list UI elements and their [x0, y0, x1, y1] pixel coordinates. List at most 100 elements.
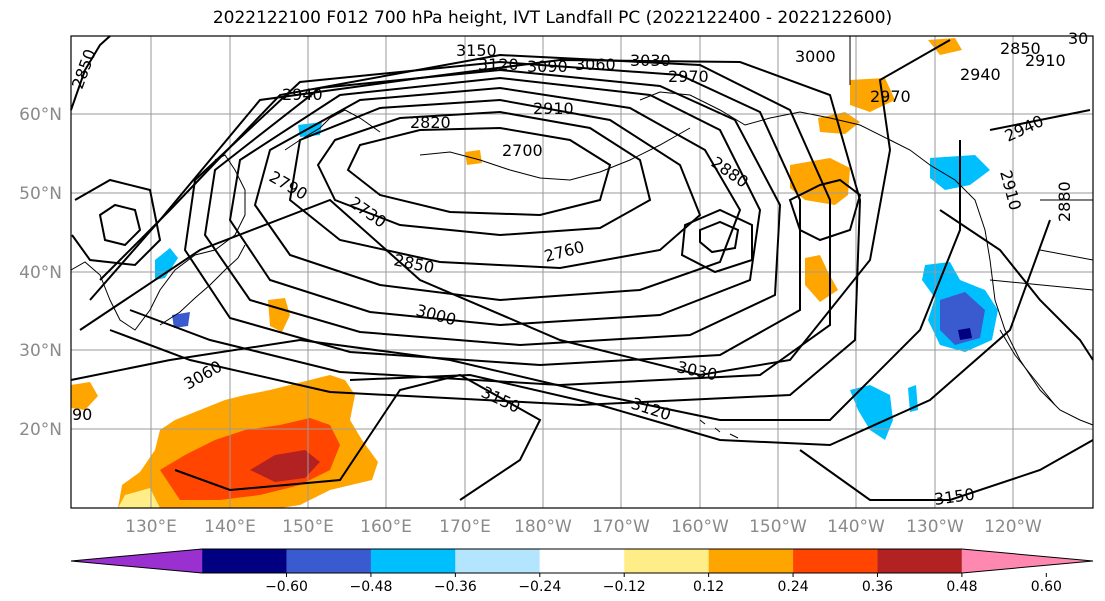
lon-label: 170°E — [439, 517, 491, 537]
lat-label: 20°N — [19, 420, 62, 440]
contour-2820 — [228, 76, 762, 327]
contour-3150 — [174, 373, 1094, 501]
contour-2850 — [203, 68, 782, 347]
colorbar-segment — [624, 549, 709, 573]
lon-label: 140°E — [204, 517, 256, 537]
north-america-interior — [849, 36, 1094, 291]
contour-low-east-outer — [680, 208, 753, 274]
positive-anomaly-max — [250, 450, 320, 482]
lat-label: 30°N — [19, 341, 62, 361]
hawaii-islands — [699, 419, 739, 439]
contour-label: 2940 — [282, 85, 323, 104]
contour-label: 90 — [72, 405, 92, 424]
contour-2730 — [316, 110, 652, 237]
lon-label: 150°E — [282, 517, 334, 537]
contour-label: 3060 — [575, 55, 616, 74]
lon-label: 140°W — [827, 517, 885, 537]
contour-label: 2700 — [502, 141, 543, 160]
positive-anomaly-core — [160, 418, 340, 500]
colorbar-segment — [202, 549, 287, 573]
lon-label: 160°E — [360, 517, 412, 537]
contour-label: 3120 — [478, 55, 519, 74]
aleutian-islands — [419, 127, 691, 181]
baja-coastline — [999, 329, 1056, 406]
contour-label: 2910 — [533, 99, 574, 118]
longitude-labels: 130°E 140°E 150°E 160°E 170°E 180°W 170°… — [125, 517, 1042, 537]
colorbar-segment — [708, 549, 794, 573]
colorbar-tick-label: −0.12 — [603, 579, 646, 595]
contour-2790 — [253, 86, 742, 302]
contour-nw-2850 — [70, 35, 111, 111]
map-frame — [70, 35, 1094, 509]
colorbar-tick-label: 0.48 — [946, 579, 977, 595]
positive-anomaly-region — [928, 38, 962, 55]
colorbar-segment — [71, 549, 203, 573]
contour-2760 — [288, 98, 702, 270]
colorbar-segment — [286, 549, 371, 573]
colorbar-tick-label: −0.48 — [349, 579, 392, 595]
contour-label: 30 — [1068, 29, 1088, 48]
colorbar-tick-label: 0.24 — [777, 579, 808, 595]
positive-anomaly-fringe — [118, 488, 160, 508]
negative-anomaly-max — [958, 328, 972, 340]
contour-label: 2880 — [1055, 181, 1074, 222]
colorbar-outline — [70, 548, 1094, 574]
colorbar-tick-label: −0.60 — [265, 579, 308, 595]
asia-coastline — [70, 154, 246, 331]
contour-low-east — [699, 220, 740, 254]
negative-anomaly-core — [940, 292, 985, 345]
contour-3000 — [79, 39, 951, 377]
lon-label: 150°W — [749, 517, 807, 537]
colorbar-segment — [455, 549, 540, 573]
height-contours — [70, 35, 1094, 501]
contour-label: 2820 — [410, 113, 451, 132]
map-title: 2022122100 F012 700 hPa height, IVT Land… — [212, 8, 893, 28]
contour-label: 2910 — [1025, 51, 1066, 70]
contour-2880 — [183, 60, 801, 367]
colorbar: −0.60 −0.48 −0.36 −0.24 −0.12 0.12 0.24 0.36 0.4… — [70, 548, 1094, 595]
colorbar-tick-label: 0.36 — [862, 579, 893, 595]
contour-label: 2970 — [870, 87, 911, 106]
negative-anomaly-region — [850, 385, 893, 440]
colorbar-tick-label: 0.12 — [693, 579, 724, 595]
positive-anomaly-region — [71, 382, 98, 410]
japan-coastline — [159, 244, 246, 326]
colorbar-segment — [793, 549, 878, 573]
contour-label: 3000 — [795, 47, 836, 66]
lat-label: 50°N — [19, 184, 62, 204]
contour-2910 — [99, 53, 831, 387]
contour-2940 — [89, 58, 862, 407]
colorbar-segment — [961, 549, 1093, 573]
contour-label: 2850 — [1000, 39, 1041, 58]
contour-label: 3150 — [456, 41, 497, 60]
colorbar-tick-label: −0.36 — [434, 579, 477, 595]
colorbar-segment — [539, 549, 625, 573]
lat-label: 40°N — [19, 263, 62, 283]
lon-label: 130°W — [906, 517, 964, 537]
positive-anomaly-region — [465, 150, 482, 165]
contour-label: 3090 — [527, 57, 568, 76]
contour-west-low-outer — [71, 178, 162, 267]
contour-label: 2970 — [668, 67, 709, 86]
contour-2700 — [346, 126, 612, 217]
colorbar-segment — [370, 549, 456, 573]
negative-anomaly-region — [172, 312, 190, 328]
contour-pnw — [989, 109, 1091, 131]
lon-label: 160°W — [671, 517, 729, 537]
contour-label: 3030 — [630, 51, 671, 70]
contour-ridge — [939, 209, 1094, 361]
latitude-labels: 60°N 50°N 40°N 30°N 20°N — [19, 105, 62, 440]
lon-label: 180°W — [514, 517, 572, 537]
colorbar-tick-label: 0.60 — [1031, 579, 1062, 595]
contour-label: 2940 — [960, 65, 1001, 84]
contour-3120 — [349, 219, 1051, 447]
contour-gulf — [788, 178, 862, 242]
contour-west-low — [98, 203, 142, 247]
ivt-shading — [71, 38, 998, 508]
lon-label: 130°E — [125, 517, 177, 537]
lon-label: 120°W — [984, 517, 1042, 537]
negative-anomaly-region — [908, 385, 918, 412]
contour-3060 — [70, 140, 961, 421]
lon-label: 170°W — [592, 517, 650, 537]
